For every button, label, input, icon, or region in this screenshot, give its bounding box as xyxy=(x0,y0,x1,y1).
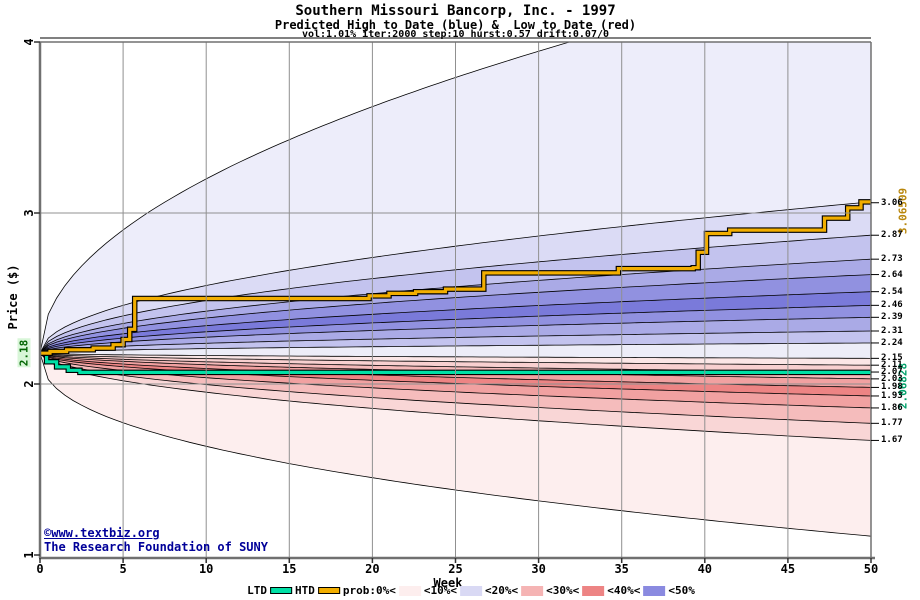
band-end-label: 2.24 xyxy=(881,337,903,348)
y-tick-label: 2 xyxy=(22,380,36,388)
band-end-label: 2.11 xyxy=(881,360,903,371)
prob-band xyxy=(40,259,871,354)
chart-parameters: vol:1.01% iter:2000 step:10 hurst:0.57 d… xyxy=(301,29,610,40)
band-end-label: 2.03 xyxy=(881,373,903,384)
band-end-label: 2.07 xyxy=(881,367,903,378)
legend-line-swatch xyxy=(317,587,340,594)
legend-text: <40%< xyxy=(607,584,641,597)
y-tick-label: 1 xyxy=(22,551,36,559)
band-end-label: 3.06 xyxy=(881,197,903,208)
htd-line xyxy=(40,200,871,355)
ltd-line xyxy=(40,351,871,374)
legend-text: <30%< xyxy=(546,584,580,597)
x-tick-label: 40 xyxy=(697,562,713,576)
prob-band xyxy=(40,305,871,354)
band-end-label: 2.39 xyxy=(881,312,903,323)
htd-final-annotation: 3.06509 xyxy=(896,187,910,235)
band-end-label: 2.31 xyxy=(881,325,903,336)
legend-prob-swatch xyxy=(398,585,421,596)
prob-band xyxy=(40,235,871,354)
band-end-label: 1.67 xyxy=(881,435,903,446)
prob-band xyxy=(40,274,871,354)
legend-series-label: LTD xyxy=(247,584,268,597)
legend-prob-swatch xyxy=(643,585,666,596)
prob-band xyxy=(40,291,871,354)
legend: LTD HTD prob:0%< <10%< <20%< <30%< <40%< <50% xyxy=(247,584,695,597)
x-tick-label: 10 xyxy=(198,562,214,576)
x-tick-label: 45 xyxy=(780,562,796,576)
y-axis-label: Price ($) xyxy=(6,264,20,330)
band-end-label: 2.64 xyxy=(881,269,903,280)
x-tick-label: 35 xyxy=(614,562,629,576)
watermark-site: ©www.textbiz.org xyxy=(44,526,160,540)
band-end-label: 2.87 xyxy=(881,230,903,241)
prob-band xyxy=(40,201,871,354)
legend-text: prob:0%< xyxy=(342,584,396,597)
legend-text: <20%< xyxy=(484,584,519,597)
band-end-label: 1.98 xyxy=(881,382,903,393)
legend-series-label: HTD xyxy=(295,584,315,597)
band-end-label: 2.46 xyxy=(881,300,903,311)
band-end-label: 2.15 xyxy=(881,353,903,364)
chart-title: Southern Missouri Bancorp, Inc. - 1997 xyxy=(295,3,616,19)
prob-band xyxy=(40,353,871,424)
legend-text: <50% xyxy=(668,584,695,597)
legend-prob-swatch xyxy=(459,585,482,596)
watermark-foundation: The Research Foundation of SUNY xyxy=(44,540,268,554)
band-end-label: 1.93 xyxy=(881,390,903,401)
watermark: ©www.textbiz.org The Research Foundation… xyxy=(44,526,268,554)
x-tick-label: 50 xyxy=(863,562,879,576)
x-axis-label: Week xyxy=(433,576,463,590)
legend-line-swatch xyxy=(270,587,293,594)
prob-band xyxy=(40,353,871,441)
y-tick-label: 4 xyxy=(22,38,36,46)
start-price-annotation: 2.18 xyxy=(17,338,31,368)
prob-band xyxy=(40,353,871,396)
band-end-label: 2.73 xyxy=(881,254,903,265)
legend-text: <10%< xyxy=(423,584,457,597)
x-tick-label: 5 xyxy=(119,562,127,576)
y-tick-label: 3 xyxy=(22,209,36,217)
x-tick-label: 30 xyxy=(531,562,546,576)
x-tick-label: 20 xyxy=(365,562,380,576)
band-end-label: 2.54 xyxy=(881,286,903,297)
x-tick-label: 25 xyxy=(448,562,463,576)
band-end-label: 1.86 xyxy=(881,402,903,413)
legend-prob-swatch xyxy=(521,585,544,596)
prob-band xyxy=(40,353,871,408)
x-tick-label: 0 xyxy=(36,562,44,576)
x-tick-label: 15 xyxy=(282,562,297,576)
chart-subtitle: Predicted High to Date (blue) & Low to D… xyxy=(274,18,637,32)
prob-band xyxy=(40,353,871,388)
band-end-label: 1.77 xyxy=(881,418,903,429)
legend-prob-swatch xyxy=(582,585,605,596)
